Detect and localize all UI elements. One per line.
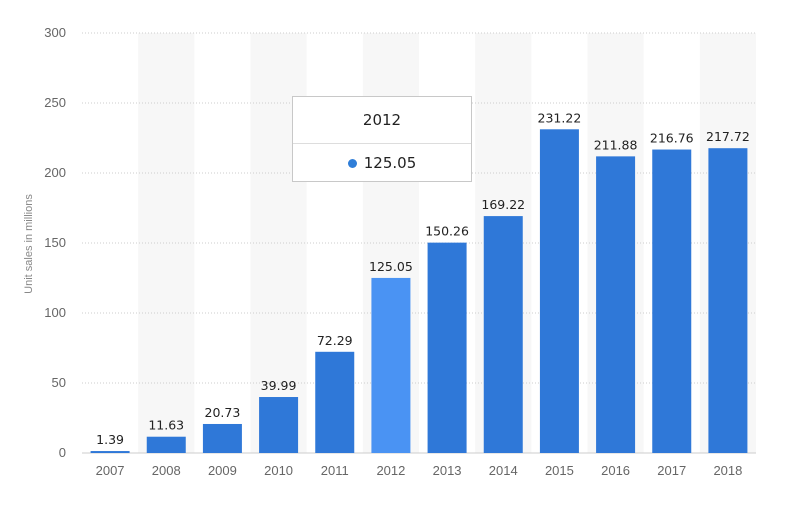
x-axis-ticks: 2007 2008 2009 2010 2011 2012 2013 2014 2015 2016… (96, 463, 743, 478)
data-label-2011: 72.29 (317, 333, 353, 348)
bar-2010[interactable] (259, 397, 299, 453)
bar-2008[interactable] (146, 436, 186, 453)
bar-2012[interactable] (371, 277, 411, 453)
y-tick-label: 0 (59, 445, 66, 460)
bar-2013[interactable] (427, 242, 467, 453)
x-tick-label-2007: 2007 (96, 463, 125, 478)
y-tick-label: 300 (44, 25, 66, 40)
bars (90, 129, 748, 454)
data-label-2007: 1.39 (96, 432, 124, 447)
bar-2009[interactable] (202, 423, 242, 453)
x-tick-label-2010: 2010 (264, 463, 293, 478)
x-tick-label-2016: 2016 (601, 463, 630, 478)
y-tick-label: 50 (52, 375, 66, 390)
y-axis-ticks: 0 50 100 150 200 250 300 (44, 25, 66, 460)
x-tick-label-2011: 2011 (321, 463, 349, 478)
tooltip-title: 2012 (293, 97, 471, 144)
x-tick-label-2018: 2018 (713, 463, 742, 478)
data-label-2010: 39.99 (261, 378, 297, 393)
x-tick-label-2015: 2015 (545, 463, 574, 478)
y-tick-label: 150 (44, 235, 66, 250)
x-tick-label-2017: 2017 (657, 463, 686, 478)
bar-2018[interactable] (708, 148, 748, 453)
data-label-2016: 211.88 (594, 137, 638, 152)
x-tick-label-2009: 2009 (208, 463, 237, 478)
tooltip-row: 125.05 (293, 144, 471, 182)
y-tick-label: 250 (44, 95, 66, 110)
y-tick-label: 200 (44, 165, 66, 180)
bar-2007[interactable] (90, 451, 130, 453)
bar-2014[interactable] (483, 216, 523, 453)
x-tick-label-2008: 2008 (152, 463, 181, 478)
x-tick-label-2013: 2013 (433, 463, 462, 478)
tooltip-value: 125.05 (363, 154, 417, 172)
tooltip: 2012 125.05 (292, 96, 472, 182)
bar-2011[interactable] (315, 351, 355, 453)
data-labels: 1.39 11.63 20.73 39.99 72.29 125.05 150.26 169.… (96, 110, 750, 447)
x-tick-label-2012: 2012 (376, 463, 405, 478)
data-label-2017: 216.76 (650, 131, 694, 146)
bar-2017[interactable] (652, 149, 692, 453)
bar-2016[interactable] (596, 156, 636, 454)
data-label-2009: 20.73 (205, 405, 241, 420)
data-label-2015: 231.22 (538, 110, 582, 125)
y-tick-label: 100 (44, 305, 66, 320)
y-axis-label: Unit sales in millions (23, 194, 35, 294)
data-label-2013: 150.26 (425, 224, 469, 239)
data-label-2018: 217.72 (706, 129, 750, 144)
tooltip-marker-icon (347, 158, 357, 168)
bar-2015[interactable] (539, 129, 579, 454)
data-label-2014: 169.22 (481, 197, 525, 212)
x-tick-label-2014: 2014 (489, 463, 518, 478)
data-label-2008: 11.63 (148, 418, 184, 433)
data-label-2012: 125.05 (369, 259, 413, 274)
